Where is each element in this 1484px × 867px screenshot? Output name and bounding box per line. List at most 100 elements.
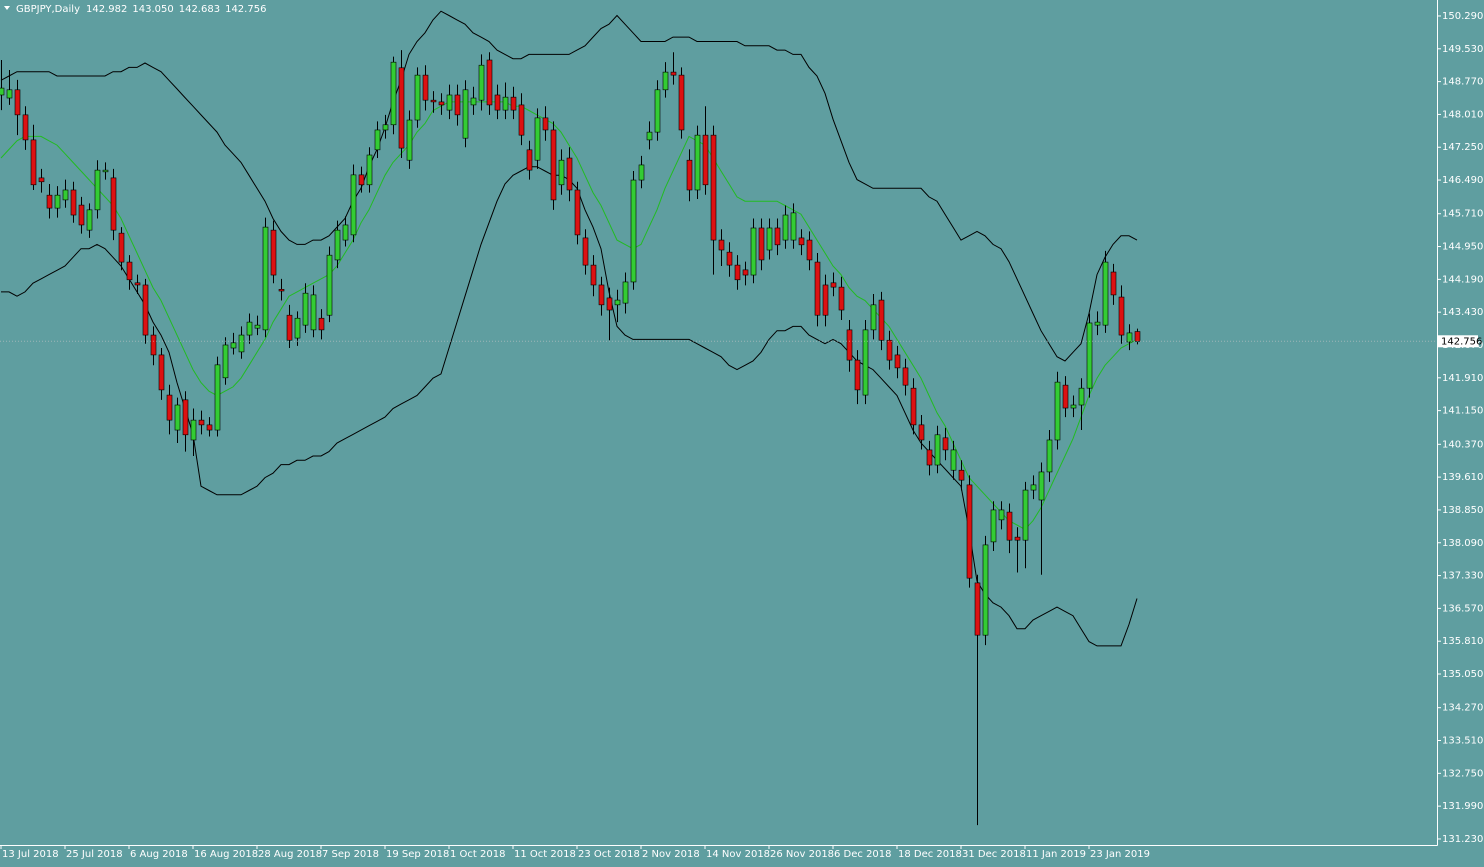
candle-body [214,364,221,431]
candle-body [854,359,861,391]
candle-body [838,286,845,311]
candle-body [558,159,565,186]
candle-body [902,367,909,386]
candle-body [350,174,357,236]
candle-body [622,281,629,304]
candle-body [1094,321,1101,326]
candle-body [1038,471,1045,501]
candle-body [534,117,541,161]
y-tick-label: 150.290 [1442,11,1483,22]
candle-body [1014,536,1021,541]
candle-body [454,94,461,116]
candle-body [782,214,789,241]
candle-body [470,97,477,106]
candle-body [190,419,197,441]
candle-body [878,299,885,341]
candle-body [974,582,981,636]
candle-body [918,424,925,441]
x-tick-label: 11 Jan 2019 [1026,849,1086,860]
y-tick-label: 132.750 [1442,768,1483,779]
candle-body [1022,489,1029,541]
candle-body [1062,384,1069,409]
candle-body [894,354,901,369]
candle-body [510,96,517,111]
candle-body [430,99,437,103]
x-tick-label: 26 Nov 2018 [770,849,834,860]
candle-body [262,226,269,331]
candle-body [518,104,525,136]
chart-title: GBPJPY,Daily [16,4,80,15]
candle-body [110,177,117,231]
candle-body [1126,332,1133,343]
candle-body [366,154,373,186]
candle-body [462,89,469,139]
candle-body [694,134,701,191]
candle-body [118,232,125,263]
candle-body [822,284,829,316]
candle-body [238,334,245,353]
candle-body [174,404,181,431]
candle-body [1102,261,1109,326]
y-tick-label: 141.150 [1442,406,1483,417]
candle-body [78,204,85,226]
candle-body [30,139,37,186]
candle-body [1110,271,1117,296]
y-tick-label: 133.510 [1442,736,1483,747]
menu-triangle[interactable] [4,6,10,10]
candle-body [254,324,261,329]
candle-body [886,339,893,361]
candle-body [198,419,205,426]
x-tick-label: 25 Jul 2018 [66,849,123,860]
x-tick-label: 18 Dec 2018 [898,849,962,860]
candle-body [1006,511,1013,541]
y-tick-label: 139.610 [1442,472,1483,483]
candle-body [846,329,853,361]
candle-body [742,269,749,276]
header-ohlc: 142.982 [86,4,127,15]
header-ohlc: 142.756 [225,4,266,15]
candle-body [334,229,341,261]
candle-body [134,282,141,286]
candle-body [302,292,309,326]
candle-body [870,304,877,331]
y-tick-label: 140.370 [1442,439,1483,450]
candle-body [318,317,325,331]
candle-body [982,544,989,636]
y-tick-label: 145.710 [1442,209,1483,220]
candle-body [1030,484,1037,491]
candles [0,50,1141,826]
candle-body [406,119,413,161]
candle-body [726,251,733,266]
last-price-box [1438,335,1478,348]
candle-body [934,434,941,466]
candle-body [526,149,533,171]
candle-body [926,449,933,466]
candle-body [798,237,805,246]
candle-body [62,189,69,201]
candle-body [942,437,949,451]
candle-body [270,229,277,276]
candle-body [446,94,453,111]
candle-body [390,61,397,126]
candle-body [630,179,637,283]
candle-body [326,254,333,316]
x-tick-label: 6 Dec 2018 [834,849,892,860]
candle-body [758,227,765,261]
candle-body [158,354,165,391]
candle-body [126,261,133,281]
candle-body [646,131,653,141]
y-tick-label: 143.430 [1442,307,1483,318]
candle-body [1046,439,1053,473]
candle-body [582,237,589,266]
x-tick-label: 7 Sep 2018 [322,849,379,860]
candle-body [382,124,389,131]
candle-body [222,344,229,379]
candle-body [54,194,61,209]
y-tick-label: 144.950 [1442,242,1483,253]
candle-body [718,239,725,251]
x-tick-label: 23 Jan 2019 [1090,849,1150,860]
candle-body [1078,387,1085,406]
candle-body [94,169,101,211]
candle-body [1134,331,1141,342]
